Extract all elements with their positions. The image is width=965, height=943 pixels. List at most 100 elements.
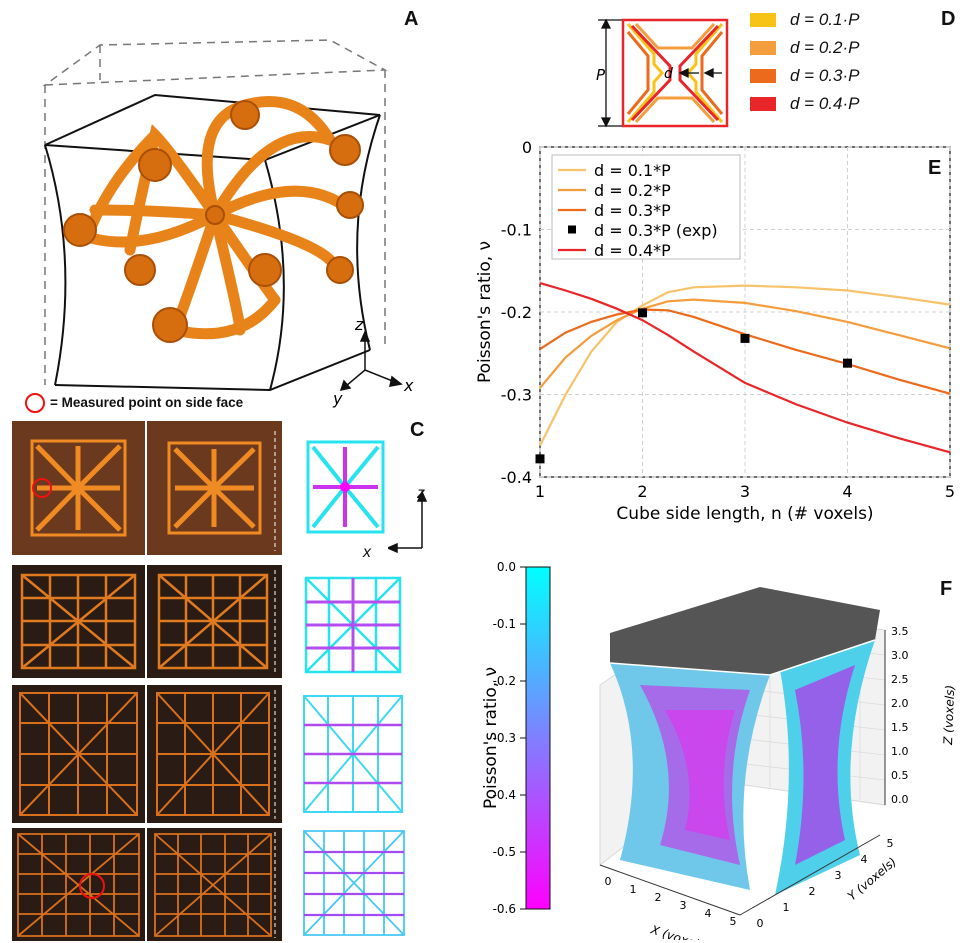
panel-c-axes-triad	[388, 490, 428, 554]
z-tick-label-3d: 2.0	[891, 697, 909, 710]
x-tick-label-3d: 3	[680, 899, 687, 912]
panel-label-c: C	[410, 419, 425, 441]
colorbar-tick-label: -0.5	[493, 845, 516, 859]
legend-label: d = 0.3·P	[790, 66, 860, 85]
x-axis-label-3d: X (voxels)	[648, 922, 710, 940]
y-tick-label: -0.1	[501, 221, 532, 240]
legend-label: d = 0.1·P	[790, 10, 860, 29]
y-axis-label: Poisson's ratio, ν	[475, 241, 495, 383]
undeformed-cube-outline	[42, 39, 388, 385]
x-tick-label-3d: 0	[605, 875, 612, 888]
panel-f-3d-surface: 0 1 2 3 4 5 0 1 2 3 4 5 0.0 0.5 1.0 1.5 2.0 2.5 3.0 3.5 X (…	[599, 587, 957, 940]
x-tick-label: 5	[945, 482, 955, 501]
legend-label: d = 0.4*P	[594, 241, 671, 260]
legend-swatch	[750, 97, 776, 111]
y-tick-label-3d: 5	[887, 837, 894, 850]
colorbar-label: Poisson's ratio, ν	[481, 667, 501, 809]
axis-label-z: z	[354, 315, 364, 334]
panel-label-a: A	[404, 8, 419, 30]
panel-a-unit-cell: z x y	[42, 39, 414, 408]
x-tick-label-3d: 4	[705, 907, 712, 920]
sim-row3	[303, 695, 403, 813]
legend-label: d = 0.3*P (exp)	[594, 221, 718, 240]
legend-item-d-0-3: d = 0.3·P	[750, 66, 859, 86]
series-line	[539, 308, 951, 395]
x-tick-label: 4	[842, 482, 852, 501]
photo-row4-after	[147, 828, 282, 941]
photo-row3-before	[12, 685, 145, 823]
panel-f-colorbar: 0.0 -0.1 -0.2 -0.3 -0.4 -0.5 -0.6 Poisson's ra…	[481, 560, 551, 916]
z-tick-label-3d: 0.0	[891, 793, 909, 806]
legend-label: d = 0.4·P	[790, 94, 860, 113]
legend-label: d = 0.1*P	[594, 161, 671, 180]
panel-label-f: F	[940, 578, 953, 600]
panel-d-legend: d = 0.1·P d = 0.2·P d = 0.3·P d = 0.4·P	[750, 10, 950, 130]
x-tick-label-3d: 1	[630, 883, 637, 896]
panel-b-caption: = Measured point on side face	[50, 395, 244, 410]
legend-label: d = 0.2·P	[790, 38, 860, 57]
panel-d-cross-section: P d	[596, 18, 729, 128]
panel-e-chart: 1 2 3 4 5 0 -0.1 -0.2 -0.3 -0.4 Cube side length,…	[475, 138, 955, 524]
legend-swatch	[750, 13, 776, 27]
photo-row2-before	[12, 565, 145, 678]
sim-row4	[303, 830, 405, 936]
data-point-exp	[843, 358, 852, 368]
photo-row2-after	[147, 565, 282, 678]
colorbar-tick-label: -0.1	[493, 617, 516, 631]
x-tick-label: 3	[740, 482, 750, 501]
panel-c-axis-x: x	[363, 544, 371, 561]
z-tick-label-3d: 1.5	[891, 721, 909, 734]
legend-item-d-0-1: d = 0.1·P	[750, 10, 859, 30]
series-line	[539, 282, 951, 454]
data-point-exp	[535, 454, 545, 464]
sim-row1	[306, 440, 385, 534]
d-label: d	[664, 66, 673, 82]
colorbar-tick-label: -0.6	[493, 902, 516, 916]
legend-swatch	[750, 41, 776, 55]
lattice-nodes	[63, 100, 364, 343]
chart-legend-box	[551, 154, 741, 260]
panel-c-axis-z: z	[417, 485, 425, 502]
z-tick-label-3d: 3.0	[891, 649, 909, 662]
y-tick-label: -0.3	[501, 386, 532, 405]
photo-row3-after	[147, 685, 282, 823]
colorbar-tick-label: -0.3	[493, 731, 516, 745]
data-point-exp	[740, 333, 750, 343]
photo-row1-before	[12, 421, 145, 555]
sim-row2	[304, 576, 402, 674]
panel-a-axes-triad	[339, 330, 403, 392]
y-tick-label-3d: 2	[809, 885, 816, 898]
colorbar-gradient	[525, 566, 551, 910]
colorbar-tick-label: -0.4	[493, 788, 516, 802]
photo-row1-after	[147, 421, 282, 555]
series-line	[539, 284, 951, 447]
x-axis-label: Cube side length, n (# voxels)	[616, 504, 873, 524]
y-tick-label: 0	[522, 138, 532, 157]
x-tick-label: 1	[535, 482, 545, 501]
x-tick-label-3d: 2	[655, 891, 662, 904]
z-tick-label-3d: 0.5	[891, 769, 909, 782]
data-point-exp	[638, 308, 647, 318]
y-tick-label-3d: 4	[861, 853, 868, 866]
legend-label: d = 0.2*P	[594, 181, 671, 200]
z-axis-label-3d: Z (voxels)	[941, 685, 957, 746]
colorbar-tick-label: 0.0	[497, 560, 516, 574]
x-tick-label-3d: 5	[730, 915, 737, 928]
x-tick-label: 2	[637, 482, 647, 501]
legend-item-d-0-2: d = 0.2·P	[750, 38, 859, 58]
series-line	[539, 298, 951, 389]
photo-row4-before	[12, 828, 145, 941]
panel-label-d: D	[941, 8, 956, 30]
legend-marker	[568, 225, 576, 234]
z-tick-label-3d: 3.5	[891, 625, 909, 638]
surface-top-face	[610, 587, 880, 675]
z-tick-label-3d: 1.0	[891, 745, 909, 758]
y-axis-label-3d: Y (voxels)	[845, 855, 899, 904]
colorbar-tick-label: -0.2	[493, 674, 516, 688]
y-tick-label-3d: 3	[835, 869, 842, 882]
measured-point-marker-icon	[25, 393, 45, 413]
legend-label: d = 0.3*P	[594, 201, 671, 220]
legend-swatch	[750, 69, 776, 83]
y-tick-label-3d: 0	[757, 917, 764, 930]
axis-label-x: x	[403, 376, 414, 395]
